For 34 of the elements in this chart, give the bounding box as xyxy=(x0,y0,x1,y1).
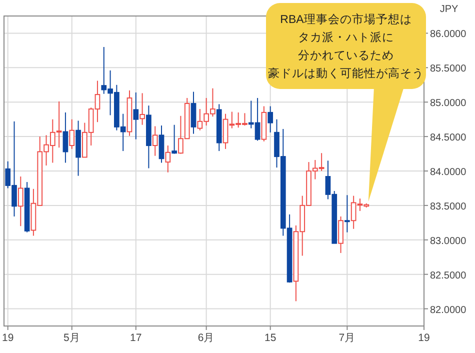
annotation: タカ派・ハト派に xyxy=(298,31,394,44)
y-tick-label: 83.5000 xyxy=(430,201,467,212)
candlestick xyxy=(18,176,24,227)
candlestick xyxy=(338,216,344,254)
candlestick xyxy=(62,112,68,164)
x-tick-label: 15 xyxy=(264,332,276,344)
candlestick xyxy=(344,194,350,233)
candlestick xyxy=(165,145,171,173)
x-tick-label: 17 xyxy=(130,332,142,344)
candlestick xyxy=(158,125,164,164)
candlestick xyxy=(133,92,139,140)
x-tick-label: 19 xyxy=(2,332,14,344)
x-tick-label: 6月 xyxy=(198,332,215,344)
y-tick-label: 85.5000 xyxy=(430,64,467,75)
x-tick-label: 19 xyxy=(418,332,430,344)
annotation: 分かれているため xyxy=(298,49,394,62)
y-tick-label: 86.0000 xyxy=(430,29,467,40)
candlestick xyxy=(152,126,158,156)
y-tick-label: 85.0000 xyxy=(430,98,467,110)
annotation: RBA理事会の市場予想は xyxy=(280,12,412,26)
candlestick xyxy=(190,91,196,134)
annotation: 豪ドルは動く可能性が高そう xyxy=(268,66,424,80)
candlestick xyxy=(69,118,75,150)
x-tick-label: 5月 xyxy=(63,332,80,344)
candlestick xyxy=(268,106,274,133)
y-tick-label: 82.5000 xyxy=(430,270,467,282)
y-tick-label: 82.0000 xyxy=(430,304,467,316)
candlestick xyxy=(140,92,145,126)
y-tick-label: 84.0000 xyxy=(430,167,467,178)
x-tick-label: 7月 xyxy=(338,332,356,344)
candlestick xyxy=(172,124,177,154)
y-tick-label: 84.5000 xyxy=(430,132,467,144)
ylabel: JPY xyxy=(440,4,458,15)
y-tick-label: 83.0000 xyxy=(430,236,467,247)
